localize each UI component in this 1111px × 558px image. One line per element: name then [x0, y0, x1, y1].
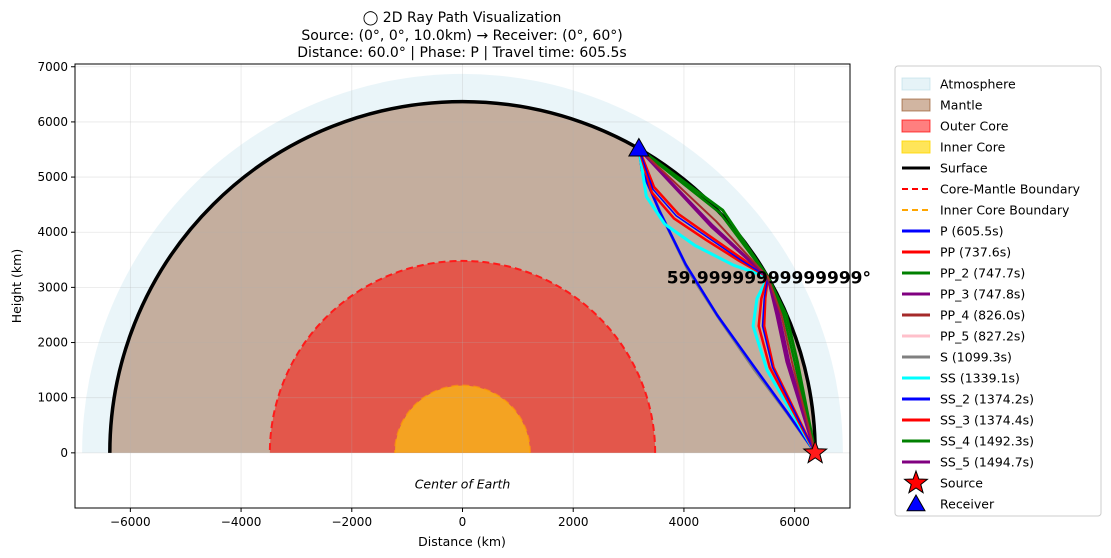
grid — [75, 64, 850, 508]
source-marker — [802, 439, 828, 464]
chart-title-line3: Distance: 60.0° | Phase: P | Travel time… — [297, 45, 626, 61]
y-tick-label: 3000 — [37, 280, 68, 294]
legend-label: Inner Core — [940, 140, 1006, 155]
y-tick-label: 6000 — [37, 115, 68, 129]
core-mantle-boundary — [268, 259, 657, 453]
legend-swatch — [901, 140, 931, 154]
legend-label: Inner Core Boundary — [940, 203, 1070, 218]
x-tick-label: 6000 — [779, 515, 810, 529]
plot-area — [75, 64, 850, 508]
legend-label: Mantle — [940, 98, 983, 113]
markers — [628, 137, 828, 464]
ray-pp — [637, 147, 817, 455]
y-tick-label: 7000 — [37, 60, 68, 74]
x-tick-label: −4000 — [221, 515, 262, 529]
y-tick-label: 2000 — [37, 336, 68, 350]
legend-label: SS_5 (1494.7s) — [940, 455, 1034, 470]
legend-swatch — [901, 119, 931, 133]
outer-core — [269, 260, 656, 453]
legend-label: SS_3 (1374.4s) — [940, 413, 1034, 428]
legend-label: Receiver — [940, 497, 995, 512]
chart-title-line1: ◯ 2D Ray Path Visualization — [363, 10, 562, 26]
ray-p — [637, 147, 817, 455]
ray-ss-2 — [638, 147, 816, 454]
x-axis-ticks: −6000 −4000 −2000 0 2000 4000 6000 — [110, 508, 810, 529]
inner-core-boundary — [393, 384, 532, 453]
legend-swatch — [901, 98, 931, 112]
y-tick-label: 5000 — [37, 170, 68, 184]
legend-label: PP (737.6s) — [940, 245, 1011, 260]
legend-swatch — [901, 77, 931, 91]
distance-annotation: 59.99999999999999° — [667, 268, 871, 288]
y-tick-label: 4000 — [37, 225, 68, 239]
y-tick-label: 1000 — [37, 391, 68, 405]
ray-pp-3 — [637, 147, 817, 455]
legend-label: Outer Core — [940, 119, 1009, 134]
legend: Atmosphere Mantle Outer Core Inner Core Surf… — [894, 65, 1102, 517]
legend-swatch — [906, 493, 926, 512]
legend-label: P (605.5s) — [940, 224, 1004, 239]
inner-core — [394, 385, 531, 453]
x-tick-label: −6000 — [110, 515, 151, 529]
center-of-earth-label: Center of Earth — [415, 477, 511, 492]
y-axis-label: Height (km) — [9, 249, 24, 323]
earth-layers — [82, 73, 843, 453]
ray-paths — [637, 147, 817, 455]
ray-pp-4 — [637, 147, 817, 454]
ray-ss-3 — [637, 147, 817, 455]
x-tick-label: −2000 — [331, 515, 372, 529]
x-axis-label: Distance (km) — [418, 534, 506, 549]
legend-label: PP_5 (827.2s) — [940, 329, 1025, 344]
x-tick-label: 2000 — [558, 515, 589, 529]
y-axis-ticks: 0 1000 2000 3000 4000 5000 6000 7000 — [37, 60, 75, 460]
legend-label: PP_4 (826.0s) — [940, 308, 1025, 323]
x-tick-label: 4000 — [669, 515, 700, 529]
chart-title-line2: Source: (0°, 0°, 10.0km) → Receiver: (0°… — [301, 28, 622, 44]
ray-ss — [637, 147, 817, 455]
legend-label: SS_2 (1374.2s) — [940, 392, 1034, 407]
legend-label: Surface — [940, 161, 988, 176]
legend-label: S (1099.3s) — [940, 350, 1012, 365]
legend-label: Atmosphere — [940, 77, 1016, 92]
legend-label: SS (1339.1s) — [940, 371, 1020, 386]
y-tick-label: 0 — [60, 446, 68, 460]
legend-label: SS_4 (1492.3s) — [940, 434, 1034, 449]
legend-frame — [894, 65, 1102, 517]
legend-label: PP_3 (747.8s) — [940, 287, 1025, 302]
receiver-marker — [628, 137, 650, 157]
legend-swatch — [903, 469, 929, 494]
legend-label: Core-Mantle Boundary — [940, 182, 1081, 197]
legend-label: PP_2 (747.7s) — [940, 266, 1025, 281]
legend-label: Source — [940, 476, 983, 491]
x-tick-label: 0 — [459, 515, 467, 529]
ray-pp-2 — [637, 147, 817, 455]
